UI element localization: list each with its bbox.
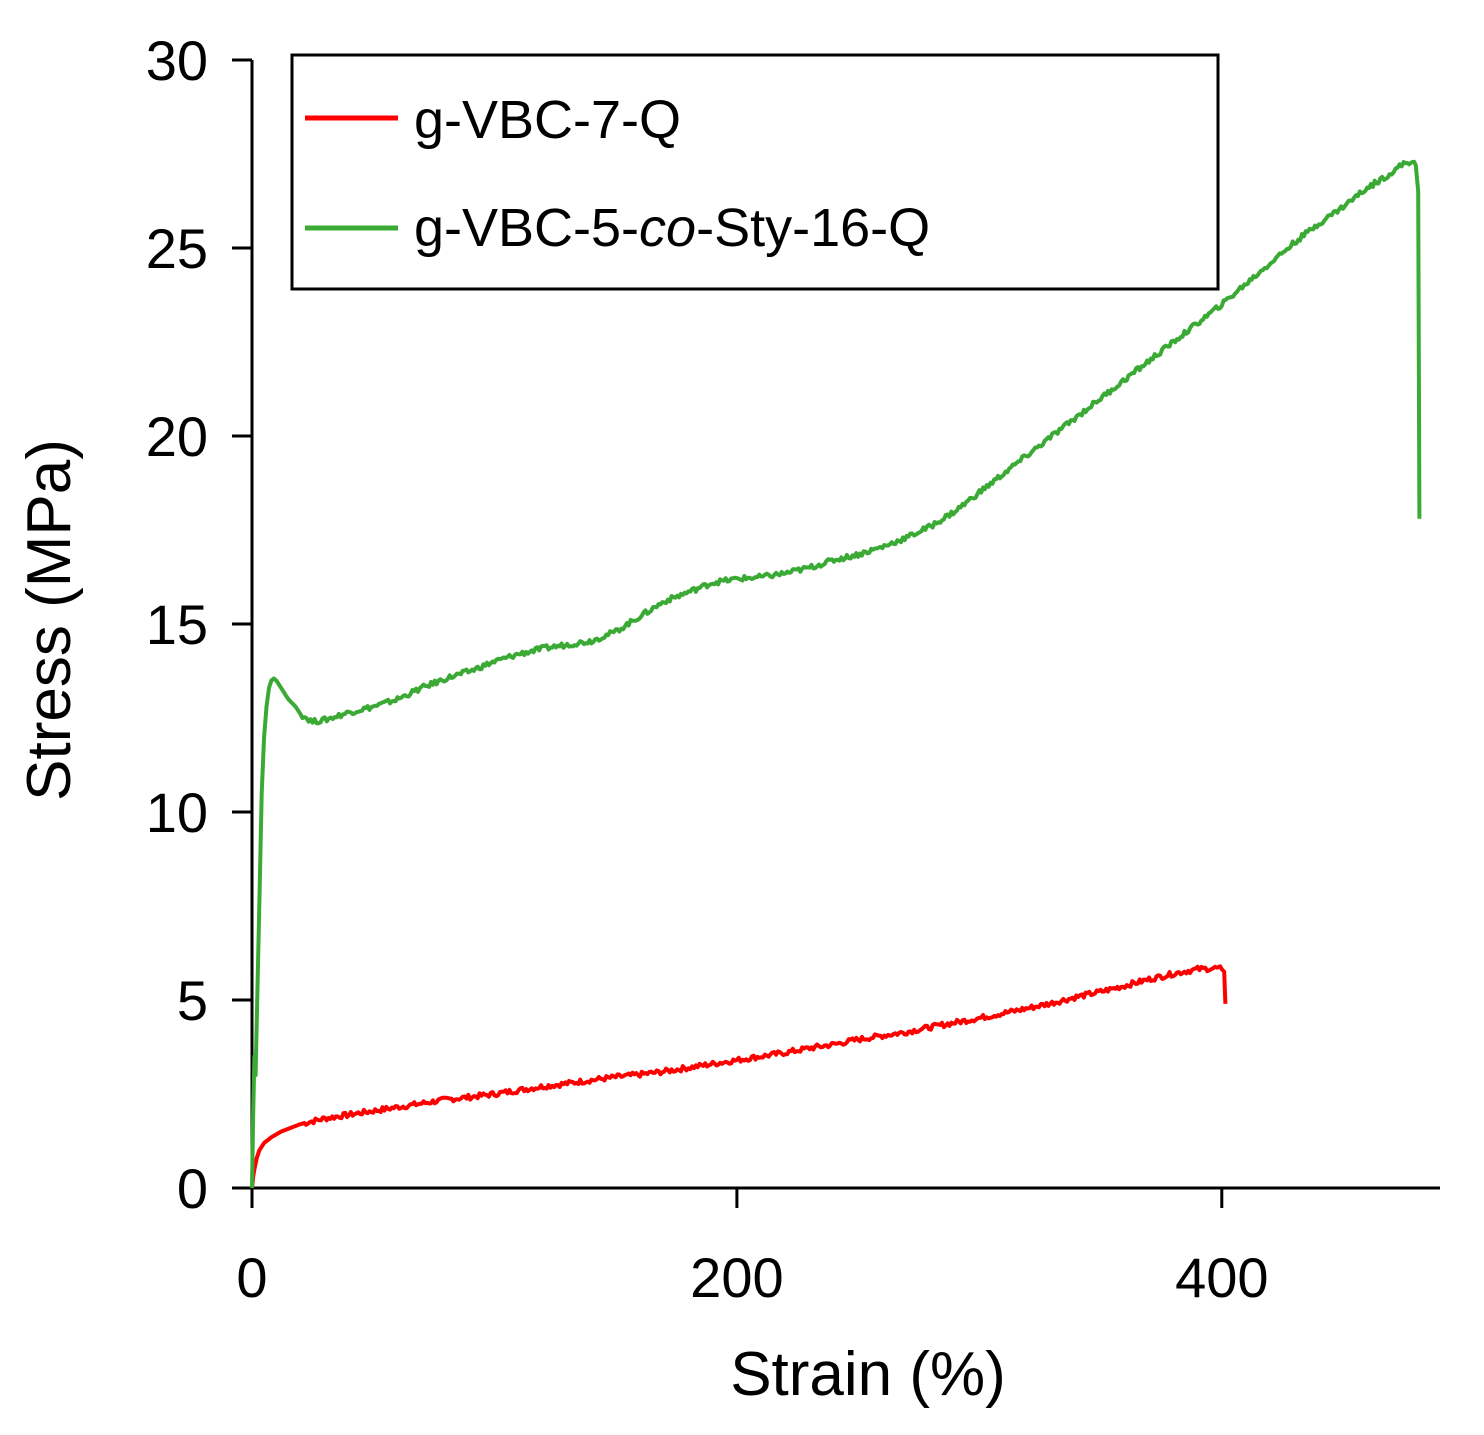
series-line-0 [250,964,1228,1189]
x-tick-label-0: 0 [236,1246,267,1309]
legend-box [290,53,1220,291]
y-tick-label-5: 5 [177,969,208,1032]
legend-label-0: g-VBC-7-Q [414,90,681,150]
y-tick-label-0: 0 [177,1157,208,1220]
y-tick-label-20: 20 [146,405,208,468]
legend: g-VBC-7-Q g-VBC-5-co-Sty-16-Q [290,53,1220,291]
y-tick-label-30: 30 [146,29,208,92]
legend-label-1-part-italic: co [639,198,696,258]
y-axis-label: Stress (MPa) [15,439,84,801]
y-tick-label-25: 25 [146,217,208,280]
legend-label-1-part-a: g-VBC-5- [414,198,639,258]
plot-area [250,159,1422,1189]
series-line-1 [250,159,1422,1189]
y-tick-label-10: 10 [146,781,208,844]
ticks: 0 5 10 15 20 25 30 0 200 400 [146,29,1269,1309]
legend-label-1-part-b: -Sty-16-Q [696,198,930,258]
x-tick-label-400: 400 [1175,1246,1268,1309]
x-tick-label-200: 200 [690,1246,783,1309]
legend-label-1: g-VBC-5-co-Sty-16-Q [414,198,930,258]
legend-label-0-text: g-VBC-7-Q [414,90,681,150]
y-tick-label-15: 15 [146,593,208,656]
x-axis-label: Strain (%) [730,1340,1006,1409]
